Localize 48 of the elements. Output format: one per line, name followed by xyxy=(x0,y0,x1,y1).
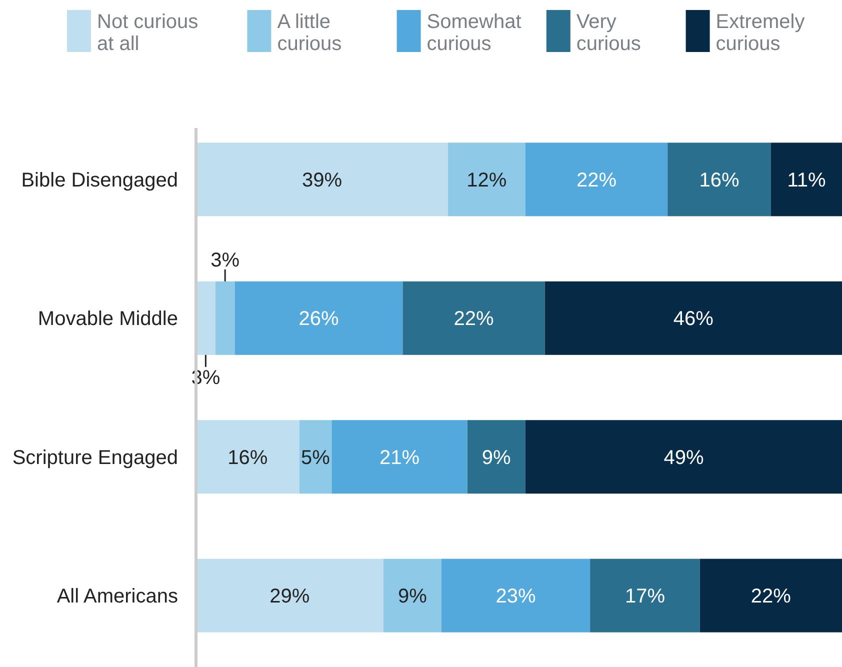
data-label: 23% xyxy=(496,586,536,608)
bar xyxy=(700,558,842,632)
data-label: 21% xyxy=(379,446,420,469)
bar xyxy=(525,420,842,494)
bar xyxy=(668,142,771,216)
y-tick-label: Scripture Engaged xyxy=(12,446,178,469)
bar xyxy=(590,558,700,632)
bar xyxy=(770,142,842,216)
bar xyxy=(441,558,590,632)
bar xyxy=(196,281,216,355)
data-label: 3% xyxy=(210,249,240,272)
data-label: 9% xyxy=(482,446,512,469)
legend-label: Extremely curious xyxy=(716,11,805,55)
data-label: 49% xyxy=(664,446,704,469)
data-label: 16% xyxy=(228,446,268,469)
legend-label: Somewhat curious xyxy=(426,11,522,55)
bar xyxy=(448,142,526,216)
bar xyxy=(525,142,668,216)
data-label: 22% xyxy=(454,308,494,330)
bar xyxy=(383,558,442,632)
data-label: 11% xyxy=(787,169,826,192)
y-tick-label: All Americans xyxy=(56,586,178,608)
data-label: 16% xyxy=(699,169,740,192)
legend-label: Very curious xyxy=(576,11,641,55)
data-label: 12% xyxy=(466,169,507,192)
data-label: 26% xyxy=(298,308,339,330)
bar xyxy=(332,420,468,494)
data-label: 29% xyxy=(270,586,310,608)
y-tick-label: Movable Middle xyxy=(38,308,178,330)
bar xyxy=(196,420,300,494)
data-label: 46% xyxy=(673,308,714,330)
y-tick-label: Bible Disengaged xyxy=(21,169,178,192)
bar xyxy=(196,558,384,632)
bar xyxy=(215,281,235,355)
data-label: 22% xyxy=(576,169,617,192)
bar xyxy=(544,281,842,355)
bar xyxy=(467,420,526,494)
data-label: 39% xyxy=(302,169,342,192)
bar xyxy=(234,281,403,355)
bar xyxy=(196,142,448,216)
data-label: 9% xyxy=(398,586,428,608)
legend-label: A little curious xyxy=(277,11,342,55)
bar xyxy=(402,281,545,355)
data-label: 17% xyxy=(624,586,666,608)
bar xyxy=(299,420,332,494)
data-label: 22% xyxy=(750,586,792,608)
data-label: 5% xyxy=(301,446,330,469)
legend-label: Not curious at all xyxy=(97,11,198,55)
